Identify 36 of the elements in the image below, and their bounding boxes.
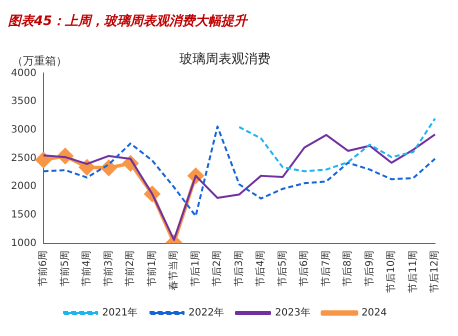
x-tick-label: 节前6周 [37, 250, 50, 287]
y-tick-label: 3500 [10, 96, 36, 108]
legend-label: 2021年 [102, 306, 138, 319]
x-tick-label: 节后12周 [428, 250, 441, 294]
x-tick-label: 节前3周 [102, 250, 114, 287]
legend-label: 2023年 [275, 306, 310, 319]
x-tick-label: 节后9周 [363, 250, 376, 287]
x-tick-label: 节后3周 [232, 250, 245, 287]
chart-subtitle: 玻璃周表观消费 [180, 52, 270, 67]
y-tick-label: 3000 [10, 124, 36, 136]
x-tick-label: 节后8周 [342, 250, 354, 287]
x-tick-label: 节后7周 [320, 250, 332, 287]
line-series [238, 118, 436, 172]
x-tick-label: 节后10周 [385, 250, 398, 294]
x-tick-label: 节后5周 [276, 250, 288, 287]
y-tick-label: 1500 [10, 210, 36, 221]
y-tick-label: 1000 [10, 238, 36, 249]
y-tick-label: 2500 [10, 152, 36, 164]
chart-title: 图表45：上周，玻璃周表观消费大幅提升 [8, 13, 250, 30]
y-tick-label: 2000 [10, 181, 36, 192]
point [36, 152, 52, 168]
y-tick-label: 4000 [10, 68, 36, 79]
y-axis-title: （万重箱） [12, 54, 67, 68]
x-tick-label: 节后1周 [189, 250, 202, 287]
x-tick-label: 节后2周 [211, 250, 224, 287]
x-tick-label: 节后6周 [298, 250, 310, 287]
legend-label: 2022年 [188, 306, 224, 319]
x-tick-label: 节前5周 [58, 250, 71, 287]
x-tick-label: 节前4周 [80, 250, 93, 287]
line-series [42, 125, 436, 218]
x-tick-label: 节前1周 [146, 250, 158, 287]
legend-label: 2024 [361, 308, 387, 319]
x-tick-label: 节前2周 [124, 250, 136, 287]
x-tick-label: 节后4周 [254, 250, 267, 287]
x-tick-label: 节后11周 [406, 250, 419, 294]
x-tick-label: 春节当周 [168, 250, 180, 290]
